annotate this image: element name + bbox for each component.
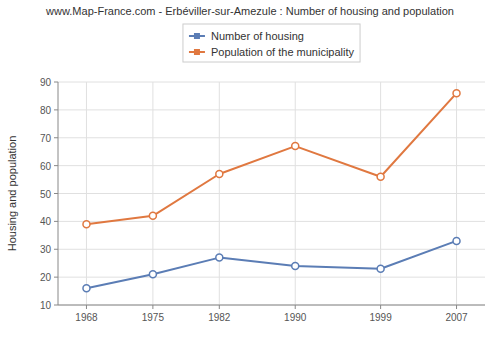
series-line bbox=[86, 93, 456, 224]
grid-line-y bbox=[58, 193, 485, 194]
series-line bbox=[86, 241, 456, 288]
x-tick-label: 1968 bbox=[75, 312, 98, 323]
x-tick-label: 1999 bbox=[369, 312, 392, 323]
y-tick bbox=[54, 109, 58, 110]
grid-line-y bbox=[58, 109, 485, 110]
grid-line-x bbox=[86, 82, 87, 305]
y-tick bbox=[54, 277, 58, 278]
x-tick bbox=[219, 305, 220, 309]
series-marker bbox=[377, 265, 384, 272]
plot-area bbox=[83, 90, 460, 292]
series-marker bbox=[453, 237, 460, 244]
grid-line-y bbox=[58, 249, 485, 250]
legend-label: Population of the municipality bbox=[211, 46, 355, 58]
y-tick bbox=[54, 305, 58, 306]
grid-line-y bbox=[58, 137, 485, 138]
y-tick-label: 30 bbox=[40, 244, 52, 255]
legend-frame bbox=[183, 24, 360, 62]
grid-line-y bbox=[58, 165, 485, 166]
y-tick bbox=[54, 193, 58, 194]
y-tick bbox=[54, 82, 58, 83]
series-marker bbox=[377, 173, 384, 180]
x-tick bbox=[152, 305, 153, 309]
grid-line-y bbox=[58, 277, 485, 278]
x-tick bbox=[295, 305, 296, 309]
grid-line-x bbox=[219, 82, 220, 305]
y-tick bbox=[54, 137, 58, 138]
grid-line-y bbox=[58, 305, 485, 306]
y-tick bbox=[54, 221, 58, 222]
y-axis-label: Housing and population bbox=[6, 136, 18, 252]
y-tick-label: 40 bbox=[40, 216, 52, 227]
x-tick bbox=[456, 305, 457, 309]
grid-line-y bbox=[58, 82, 485, 83]
x-tick-label: 1975 bbox=[142, 312, 165, 323]
legend-entry: Number of housing bbox=[189, 30, 304, 42]
legend-entry: Population of the municipality bbox=[189, 46, 355, 58]
y-tick-label: 70 bbox=[40, 133, 52, 144]
series-marker bbox=[83, 285, 90, 292]
x-tick bbox=[380, 305, 381, 309]
x-tick-label: 1982 bbox=[208, 312, 231, 323]
grid-line-x bbox=[456, 82, 457, 305]
y-tick-label: 20 bbox=[40, 272, 52, 283]
y-tick-label: 10 bbox=[40, 300, 52, 311]
legend-label: Number of housing bbox=[211, 30, 304, 42]
series-marker bbox=[216, 254, 223, 261]
grid bbox=[58, 82, 485, 305]
x-tick bbox=[86, 305, 87, 309]
axes: 10 20 30 40 50 60 70 80 90 1968 1975 1982 1990 1999 20… bbox=[40, 77, 468, 323]
chart-container: www.Map-France.com - Erbéviller-sur-Amez… bbox=[0, 0, 500, 340]
series-marker bbox=[453, 90, 460, 97]
x-tick-label: 2007 bbox=[445, 312, 468, 323]
y-tick-label: 60 bbox=[40, 161, 52, 172]
title: www.Map-France.com - Erbéviller-sur-Amez… bbox=[45, 5, 454, 17]
legend: Number of housing Population of the munic… bbox=[183, 24, 360, 62]
legend-marker bbox=[194, 33, 200, 39]
y-tick bbox=[54, 249, 58, 250]
series-marker bbox=[149, 271, 156, 278]
chart: www.Map-France.com - Erbéviller-sur-Amez… bbox=[0, 0, 500, 340]
series-marker bbox=[292, 143, 299, 150]
series-marker bbox=[149, 212, 156, 219]
grid-line-y bbox=[58, 221, 485, 222]
y-tick-label: 90 bbox=[40, 77, 52, 88]
legend-marker bbox=[194, 49, 200, 55]
y-tick-label: 50 bbox=[40, 189, 52, 200]
series-marker bbox=[216, 170, 223, 177]
y-tick bbox=[54, 165, 58, 166]
grid-line-x bbox=[295, 82, 296, 305]
series-marker bbox=[83, 221, 90, 228]
y-tick-label: 80 bbox=[40, 105, 52, 116]
x-tick-label: 1990 bbox=[284, 312, 307, 323]
x-axis-line bbox=[58, 305, 485, 306]
series-marker bbox=[292, 262, 299, 269]
